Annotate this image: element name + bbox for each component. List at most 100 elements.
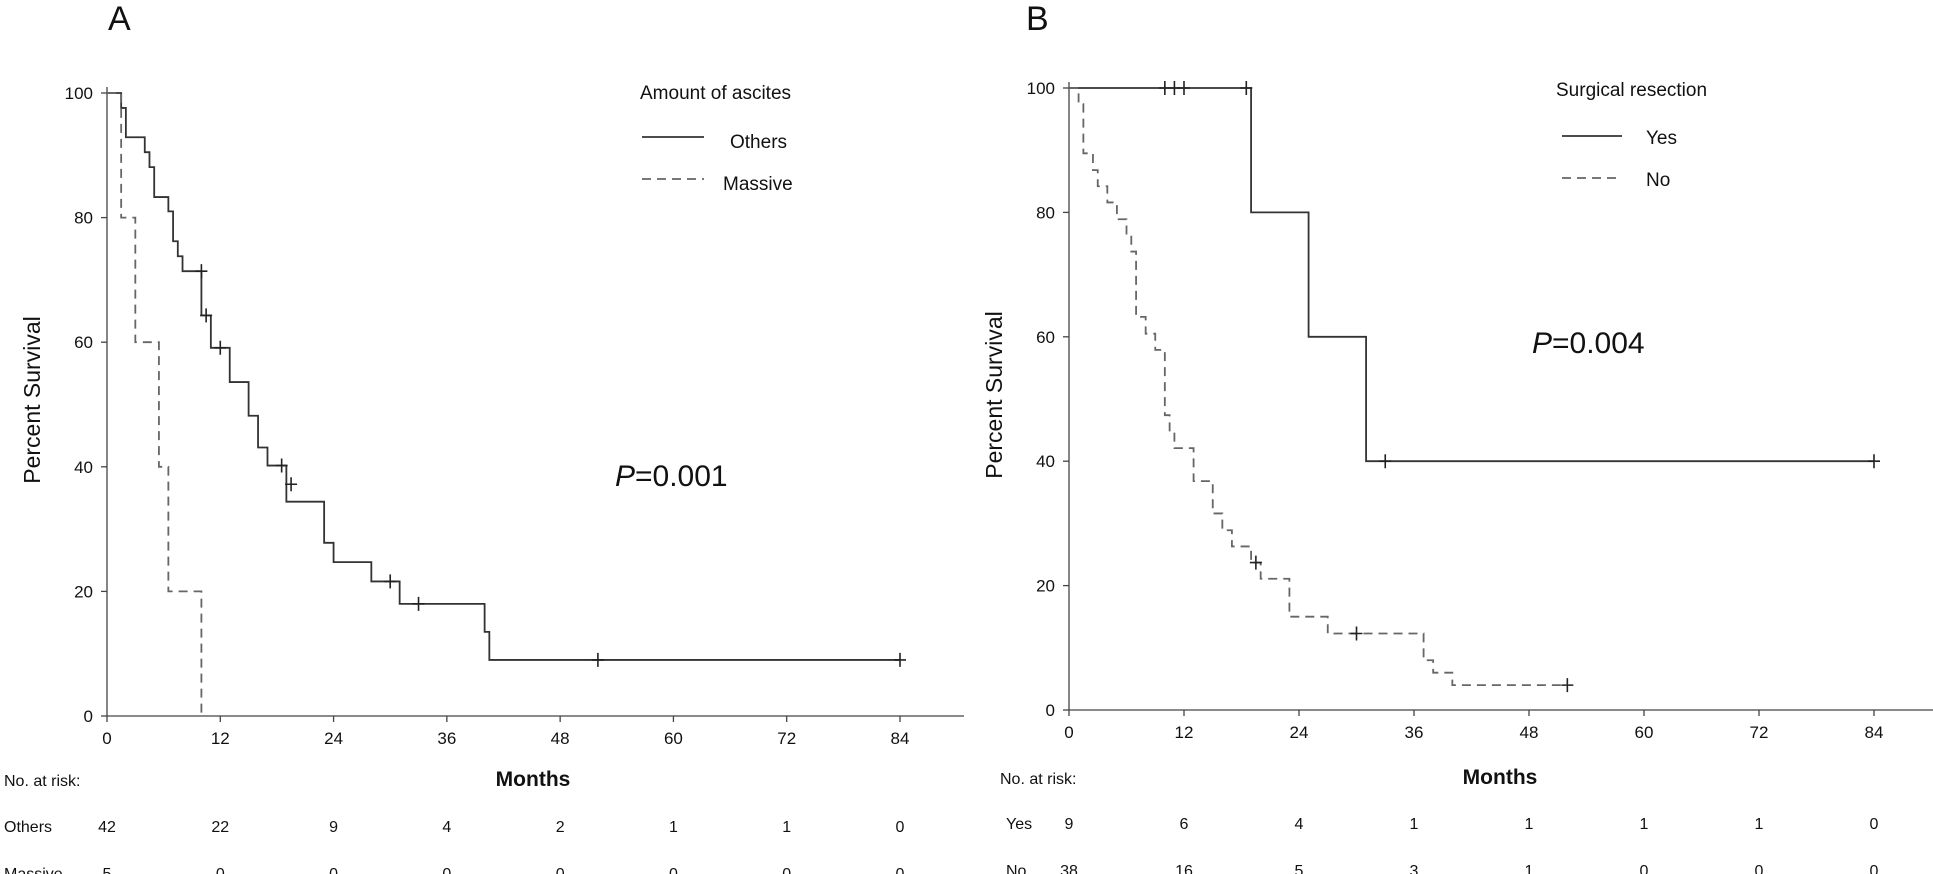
panel-a-x-tick-label: 84 <box>891 729 910 748</box>
panel-a-y-tick-label: 60 <box>74 333 93 352</box>
panel-a-risk-row-1-value: 1 <box>669 819 678 836</box>
panel-a-risk-row-2-value: 5 <box>103 866 112 874</box>
panel-a-series-1-censor-mark <box>412 596 425 611</box>
panel-a-legend-label-1: Others <box>730 132 787 153</box>
panel-a-y-tick-label: 20 <box>74 582 93 601</box>
panel-a-risk-row-1-value: 4 <box>442 819 451 836</box>
panel-a-legend-label-2: Massive <box>723 174 793 195</box>
panel-a-series-1-censor-mark <box>894 652 906 667</box>
panel-b-x-tick-label: 36 <box>1405 723 1424 742</box>
panel-b-y-tick-label: 0 <box>1046 701 1055 720</box>
panel-a-y-tick-label: 80 <box>74 209 93 228</box>
panel-b-series-2-censor-mark <box>1249 555 1262 570</box>
panel-b-risk-row-1-value: 1 <box>1640 816 1649 833</box>
panel-a-risk-row-1-label: Others <box>4 819 52 836</box>
panel-b-risk-row-1-label: Yes <box>1006 816 1032 833</box>
panel-b-p-value: P=0.004 <box>1532 327 1645 360</box>
panel-a-x-axis-label: Months <box>496 768 571 791</box>
panel-b-risk-row-1-value: 9 <box>1065 816 1074 833</box>
panel-a-letter: A <box>108 0 131 38</box>
panel-b-risk-row-1-value: 6 <box>1180 816 1189 833</box>
panel-a-series-1-censor-mark <box>591 652 604 667</box>
panel-b-risk-row-2-value: 0 <box>1640 863 1649 874</box>
panel-b-risk-row-1-value: 1 <box>1410 816 1419 833</box>
panel-b-x-axis-label: Months <box>1463 766 1538 789</box>
panel-b-y-axis-label: Percent Survival <box>981 311 1007 478</box>
panel-b-series-2-censor-mark <box>1350 626 1363 641</box>
panel-b-risk-row-2-value: 1 <box>1525 863 1534 874</box>
panel-b-curves <box>1069 81 1880 693</box>
panel-a-risk-row-1-value: 2 <box>556 819 565 836</box>
panel-b-risk-row-2-value: 0 <box>1755 863 1764 874</box>
panel-a-y-axis-label: Percent Survival <box>19 316 45 483</box>
panel-a-x-tick-label: 48 <box>551 729 570 748</box>
panel-a-series-2-curve <box>107 92 203 716</box>
panel-a-y-tick-label: 0 <box>84 707 93 726</box>
panel-b-risk-row-1-value: 0 <box>1870 816 1879 833</box>
panel-a-legend: Amount of ascites Others Massive <box>640 83 793 195</box>
panel-b-risk-row-1-value: 4 <box>1295 816 1304 833</box>
panel-b-legend-title: Surgical resection <box>1556 80 1707 101</box>
panel-a-risk-row-2-value: 0 <box>896 866 905 874</box>
panel-b-x-tick-label: 0 <box>1064 723 1073 742</box>
panel-a-series-1-censor-mark <box>384 574 397 589</box>
panel-a-risk-row-2-label: Massive <box>4 866 63 874</box>
panel-a-x-tick-label: 36 <box>437 729 456 748</box>
panel-a-risk-row-1-value: 9 <box>329 819 338 836</box>
panel-b-series-1-curve <box>1069 87 1874 463</box>
panel-b-letter: B <box>1026 0 1049 38</box>
panel-a-risk-row-2-value: 0 <box>556 866 565 874</box>
panel-b-series-1-censor-mark <box>1178 81 1190 95</box>
panel-b-risk-row-1-value: 1 <box>1755 816 1764 833</box>
panel-a-risk-row-1-value: 0 <box>896 819 905 836</box>
panel-a-risk-row-1-value: 22 <box>211 819 229 836</box>
panel-a-x-tick-label: 0 <box>102 729 111 748</box>
panel-a-legend-title: Amount of ascites <box>640 83 791 104</box>
panel-a-y-tick-label: 40 <box>74 458 93 477</box>
panel-a-p-value: P=0.001 <box>615 460 728 493</box>
panel-b-risk-header: No. at risk: <box>1000 771 1076 788</box>
panel-b-axes: 0 20 40 60 80 100 0 12 24 36 48 60 72 84 <box>1027 79 1933 742</box>
panel-a-risk-row-2-value: 0 <box>442 866 451 874</box>
panel-a-series-1-censor-mark <box>285 477 298 492</box>
panel-b-risk-row-1-value: 1 <box>1525 816 1534 833</box>
panel-b-legend-label-1: Yes <box>1646 128 1677 149</box>
panel-b-x-tick-label: 48 <box>1520 723 1539 742</box>
panel-b-x-tick-label: 12 <box>1175 723 1194 742</box>
panel-a-y-tick-label: 100 <box>65 84 93 103</box>
panel-a-risk-table: 422294211050000000 <box>98 819 904 874</box>
panel-a-series-1-censor-mark <box>195 264 208 279</box>
panel-a-x-tick-label: 12 <box>211 729 230 748</box>
panel-a-x-tick-label: 60 <box>664 729 683 748</box>
panel-b-series-1-censor-mark <box>1379 454 1392 469</box>
panel-b-y-tick-label: 20 <box>1036 577 1055 596</box>
panel-b-legend: Surgical resection Yes No <box>1556 80 1707 191</box>
panel-a-x-tick-label: 72 <box>777 729 796 748</box>
panel-b-x-tick-label: 84 <box>1865 723 1884 742</box>
panel-b-x-tick-label: 72 <box>1750 723 1769 742</box>
panel-a-axes: 0 20 40 60 80 100 0 12 24 36 48 60 72 84 <box>65 84 964 748</box>
panel-b-y-tick-label: 60 <box>1036 328 1055 347</box>
panel-b-y-tick-label: 100 <box>1027 79 1055 98</box>
panel-a-series-1-censor-mark <box>200 308 213 323</box>
panel-b-risk-row-2-value: 5 <box>1295 863 1304 874</box>
panel-b-x-tick-label: 24 <box>1290 723 1309 742</box>
panel-b-y-tick-label: 40 <box>1036 452 1055 471</box>
panel-b-risk-row-2-label: No <box>1006 863 1027 874</box>
panel-a-risk-row-2-value: 0 <box>329 866 338 874</box>
panel-b-y-tick-label: 80 <box>1036 203 1055 222</box>
panel-a-risk-row-1-value: 42 <box>98 819 116 836</box>
panel-a-x-tick-label: 24 <box>324 729 343 748</box>
panel-b-risk-row-2-value: 3 <box>1410 863 1419 874</box>
panel-a-risk-header: No. at risk: <box>4 773 80 790</box>
panel-b-risk-row-2-value: 16 <box>1175 863 1193 874</box>
panel-a-series-1-censor-mark <box>214 340 227 355</box>
panel-a-curves <box>107 92 906 716</box>
panel-b-risk-row-2-value: 38 <box>1060 863 1078 874</box>
panel-b-series-2-censor-mark <box>1561 678 1574 693</box>
panel-b-legend-label-2: No <box>1646 170 1670 191</box>
panel-a-risk-row-2-value: 0 <box>782 866 791 874</box>
